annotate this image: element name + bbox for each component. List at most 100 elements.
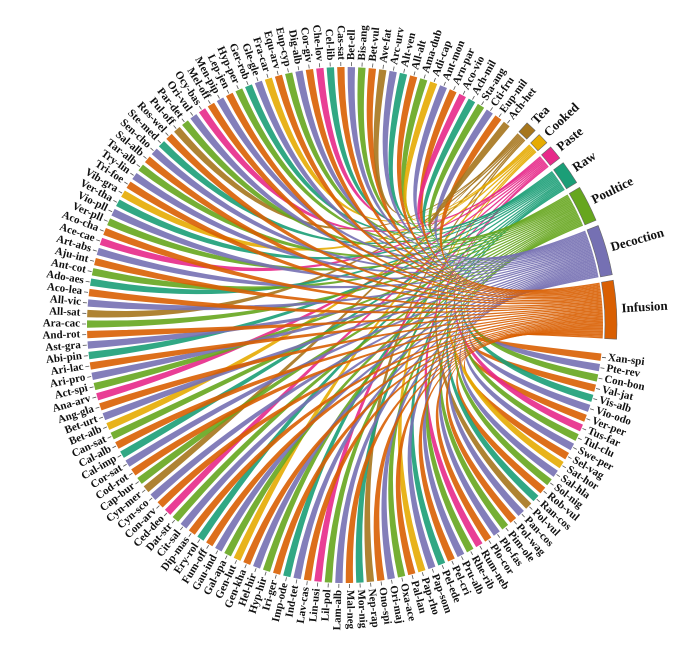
chord [435, 139, 532, 509]
species-label: Abi-pin [45, 350, 82, 366]
species-tick [150, 147, 154, 151]
species-tick [596, 388, 601, 390]
species-label: Lil-pol [319, 589, 333, 622]
chords [87, 67, 603, 583]
species-tick [577, 437, 582, 441]
species-label: Ind-tet [283, 584, 301, 618]
species-label: Ari-lac [50, 361, 85, 378]
species-tick [453, 86, 456, 91]
species-tick [85, 365, 90, 368]
chord [445, 150, 564, 469]
chord [401, 78, 570, 241]
method-label: Infusion [621, 298, 669, 316]
species-tick [488, 540, 492, 544]
species-tick [96, 239, 101, 242]
species-tick [573, 447, 577, 450]
species-tick [198, 105, 202, 110]
species-label: Cas-sat [335, 25, 348, 60]
species-tick [256, 77, 259, 82]
species-tick [264, 571, 267, 576]
species-tick [462, 90, 466, 95]
species-tick [433, 77, 436, 82]
species-tick [401, 577, 404, 582]
chord [422, 98, 553, 234]
method-arc [541, 146, 561, 166]
species-tick [550, 482, 554, 486]
species-tick [586, 418, 591, 421]
species-tick [143, 155, 147, 159]
species-tick [226, 89, 230, 94]
chord [463, 332, 603, 460]
species-tick [136, 164, 141, 168]
species-tick [103, 219, 108, 222]
species-tick [163, 512, 168, 517]
species-tick [207, 100, 211, 104]
species-tick [87, 376, 92, 378]
method-arc [518, 122, 536, 140]
chord [96, 246, 592, 289]
species-tick [236, 85, 239, 90]
species-tick [306, 581, 308, 586]
species-tick [274, 574, 277, 579]
species-tick [180, 526, 184, 531]
chord [88, 288, 603, 314]
species-tick [197, 539, 201, 544]
species-tick [123, 463, 127, 467]
species-tick [206, 545, 210, 549]
species-tick [308, 64, 310, 69]
method-label: Poultice [589, 173, 636, 207]
species-tick [391, 579, 393, 584]
species-label: Ave-fat [377, 28, 394, 64]
chord [417, 93, 542, 229]
species-label: Che-lov [310, 24, 326, 62]
species-tick [135, 481, 139, 485]
chord [94, 257, 603, 310]
species-tick [276, 70, 279, 75]
species-tick [589, 408, 595, 411]
species-tick [443, 81, 446, 86]
species-tick [171, 519, 176, 524]
species-tick [461, 556, 464, 561]
species-tick [92, 396, 97, 399]
species-tick [84, 291, 89, 293]
chord [87, 249, 593, 349]
species-label: Aco-lea [46, 281, 83, 297]
species-tick [393, 66, 395, 71]
chord [87, 247, 592, 311]
species-label: Nep-rap [366, 588, 382, 628]
chord [120, 180, 560, 458]
species-label: Xan-spi [607, 352, 645, 368]
species-tick [217, 94, 220, 99]
method-label: Raw [569, 148, 599, 175]
species-tick [103, 426, 108, 429]
species-tick [441, 564, 445, 569]
species-tick [128, 472, 133, 476]
species-tick [403, 68, 406, 73]
chord [397, 149, 536, 573]
species-tick [490, 107, 493, 111]
species-tick [107, 436, 112, 439]
chord [410, 185, 564, 566]
species-tick [244, 564, 247, 569]
species-tick [141, 489, 146, 493]
method-arc [568, 186, 597, 226]
chord [91, 205, 575, 291]
species-tick [423, 74, 426, 79]
chord [471, 334, 603, 392]
species-tick [543, 490, 547, 495]
species-label: Cor-giv [298, 26, 315, 63]
method-arc [553, 162, 578, 190]
species-tick [157, 139, 162, 144]
species-tick [89, 386, 94, 389]
species-tick [481, 101, 484, 106]
species-tick [600, 367, 605, 369]
species-tick [582, 428, 587, 431]
chord [93, 207, 576, 391]
chord [87, 305, 603, 339]
species-tick [113, 200, 118, 203]
species-tick [234, 560, 237, 565]
species-tick [521, 513, 525, 518]
species-tick [92, 249, 97, 252]
species-label: Ara-cac [43, 317, 80, 329]
